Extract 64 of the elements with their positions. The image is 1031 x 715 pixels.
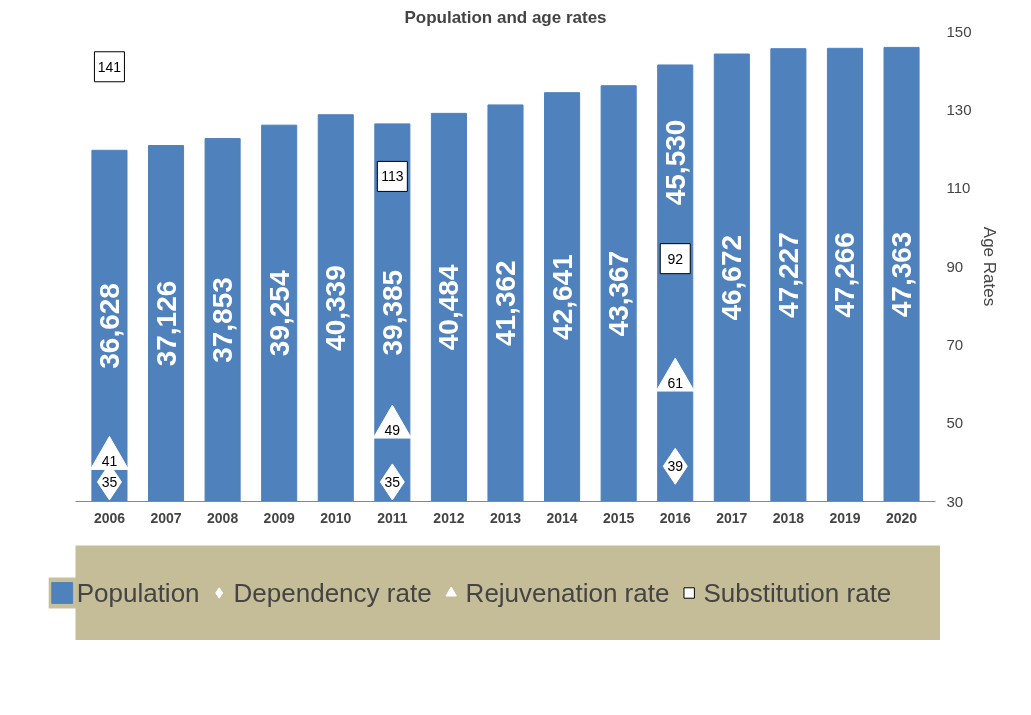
data-label: 47,227 (772, 232, 804, 318)
data-label: 35 (101, 473, 118, 490)
x-tick-label: 2020 (885, 509, 918, 526)
data-label: 47,266 (829, 232, 861, 318)
legend-label: Rejuvenation rate (465, 577, 670, 608)
data-label: 37,126 (150, 280, 182, 367)
legend-label: Population (76, 577, 200, 608)
bar (261, 124, 298, 502)
data-label: 43,367 (603, 250, 635, 337)
data-label: 39,385 (376, 269, 408, 356)
data-label: 61 (667, 375, 684, 392)
y2-tick-label: 70 (946, 335, 964, 353)
data-label: 47,363 (886, 231, 918, 318)
data-label: 39 (667, 458, 684, 475)
y2-tick-label: 130 (946, 100, 972, 118)
y2-tick-label: 30 (946, 492, 964, 510)
y2-tick-label: 50 (946, 414, 964, 432)
data-label: 49 (384, 422, 401, 439)
x-tick-label: 2012 (433, 509, 465, 526)
bar (826, 47, 864, 502)
x-tick-label: 2009 (263, 509, 295, 526)
data-label: 141 (97, 58, 122, 75)
x-tick-label: 2011 (377, 509, 408, 526)
data-label: 45,530 (659, 119, 691, 206)
y2-tick-label: 110 (946, 179, 971, 197)
x-tick-label: 2010 (320, 509, 352, 526)
x-tick-label: 2014 (546, 509, 578, 526)
data-label: 40,484 (433, 264, 465, 351)
x-tick-label: 2007 (150, 509, 182, 526)
legend-label: Substitution rate (703, 577, 892, 608)
x-tick-label: 2006 (93, 509, 126, 526)
data-label: 36,628 (93, 283, 125, 369)
data-label: 39,254 (263, 270, 295, 357)
x-tick-label: 2008 (207, 509, 239, 526)
data-label: 41 (101, 453, 118, 470)
data-label: 46,672 (716, 234, 748, 321)
legend-label: Dependency rate (233, 577, 432, 608)
y2-tick-label: 150 (946, 22, 972, 40)
bar (600, 85, 637, 502)
x-tick-label: 2013 (489, 509, 522, 526)
x-tick-label: 2016 (659, 509, 692, 526)
bar (544, 92, 581, 502)
x-tick-label: 2015 (603, 509, 635, 526)
data-label: 41,362 (490, 260, 521, 347)
bar (147, 145, 185, 502)
bar (317, 114, 354, 502)
x-tick-label: 2018 (772, 509, 805, 526)
data-label: 35 (384, 473, 401, 490)
bar (430, 112, 467, 502)
data-label: 42,641 (546, 254, 578, 340)
x-tick-label: 2019 (829, 509, 861, 526)
data-label: 92 (667, 250, 684, 267)
bar (883, 46, 920, 502)
bar (770, 48, 807, 502)
data-label: 40,339 (320, 265, 352, 351)
data-label: 37,853 (207, 277, 239, 363)
bar (487, 104, 524, 502)
bar (204, 138, 241, 502)
y2-tick-label: 90 (946, 257, 964, 275)
chart-title: Population and age rates (404, 7, 607, 27)
x-tick-label: 2017 (716, 509, 748, 526)
data-label: 113 (381, 168, 404, 185)
bar (713, 53, 750, 502)
y2-axis-title: Age Rates (979, 226, 999, 307)
